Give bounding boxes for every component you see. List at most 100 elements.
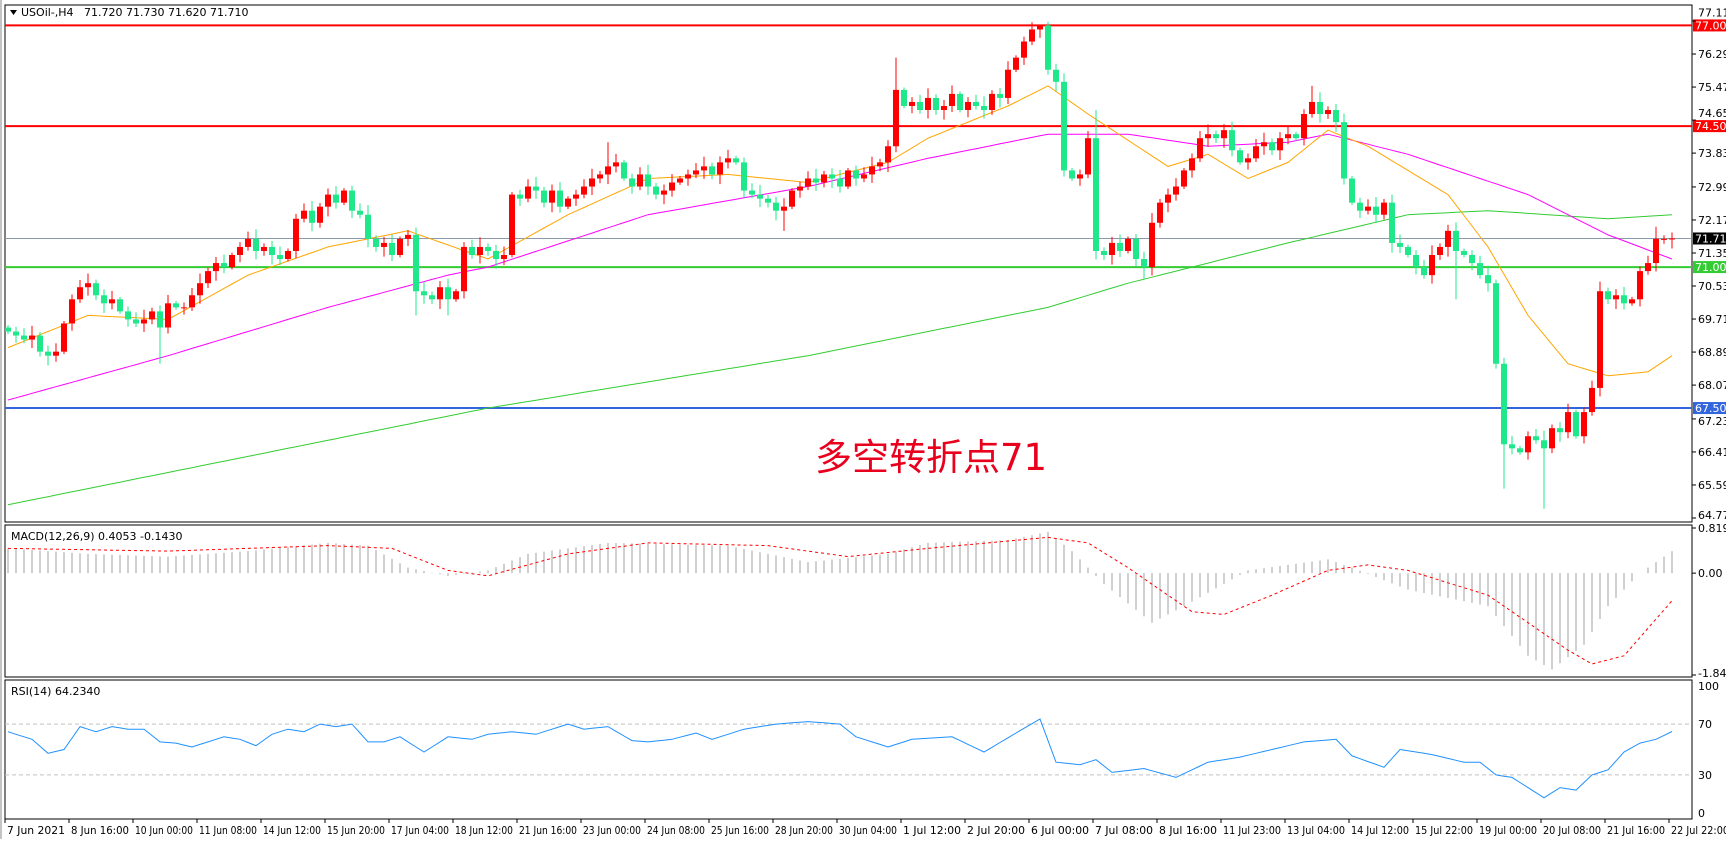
- candle-body: [125, 311, 131, 320]
- candle: [1341, 113, 1347, 185]
- rsi-y-tick-label: 70: [1698, 718, 1712, 731]
- candle: [909, 97, 915, 114]
- x-tick-label: 14 Jul 12:00: [1351, 824, 1409, 837]
- candle-body: [693, 170, 699, 175]
- x-tick-label: 1 Jul 12:00: [903, 824, 961, 837]
- candle: [525, 179, 531, 203]
- candle-body: [469, 246, 475, 256]
- candle: [1541, 430, 1547, 509]
- candle: [1645, 255, 1651, 275]
- candle: [437, 281, 443, 309]
- candle-body: [629, 178, 635, 187]
- candle-body: [1197, 138, 1203, 159]
- rsi-plot: [5, 718, 1692, 799]
- candle: [677, 176, 683, 185]
- candle-body: [1149, 222, 1155, 268]
- candle-body: [1469, 255, 1475, 264]
- candle: [1333, 103, 1339, 132]
- candle-body: [677, 178, 683, 183]
- candle: [781, 198, 787, 231]
- candle-body: [1557, 428, 1563, 433]
- macd-y-tick-label: 0.00: [1698, 567, 1723, 580]
- macd-panel[interactable]: [4, 524, 1693, 678]
- candle: [1237, 147, 1243, 165]
- candle: [461, 242, 467, 299]
- candle-body: [717, 162, 723, 175]
- candle: [269, 240, 275, 265]
- x-tick-label: 11 Jun 08:00: [199, 824, 257, 837]
- candle-body: [1365, 206, 1371, 211]
- candle-body: [1509, 444, 1515, 449]
- x-tick-label: 23 Jun 00:00: [583, 824, 641, 837]
- candle: [341, 188, 347, 206]
- candle-body: [861, 174, 867, 179]
- candle: [861, 167, 867, 183]
- candle: [1141, 251, 1147, 280]
- y-tick-label: 70.530: [1698, 280, 1726, 293]
- candle-body: [1221, 130, 1227, 139]
- main-panel[interactable]: [4, 4, 1693, 523]
- candle-body: [29, 335, 35, 340]
- candle-body: [845, 170, 851, 187]
- candle: [629, 173, 635, 194]
- x-tick-label: 14 Jun 12:00: [263, 824, 321, 837]
- candle: [1261, 132, 1267, 155]
- x-tick-label: 21 Jun 16:00: [519, 824, 577, 837]
- candle-body: [1589, 387, 1595, 413]
- candle-body: [1605, 291, 1611, 300]
- candle: [605, 142, 611, 185]
- candle: [1149, 213, 1155, 276]
- candle-body: [1165, 194, 1171, 203]
- candle-body: [1333, 110, 1339, 123]
- candle-body: [1493, 283, 1499, 364]
- candle: [1573, 409, 1579, 439]
- candle: [837, 170, 843, 193]
- candle: [1213, 130, 1219, 144]
- candle: [1397, 234, 1403, 253]
- candle: [813, 168, 819, 191]
- axes: 77.000 74.500 71.000 67.500 77.110 76.290 75.4…: [4, 6, 1726, 837]
- candle-body: [1101, 250, 1107, 256]
- candle: [1093, 110, 1099, 260]
- candle-body: [565, 198, 571, 207]
- candle: [693, 163, 699, 179]
- candle-body: [197, 283, 203, 296]
- candle-body: [741, 162, 747, 191]
- y-tick-label: 75.470: [1698, 81, 1726, 94]
- candle: [413, 227, 419, 316]
- candle: [1197, 130, 1203, 162]
- candle-body: [1429, 255, 1435, 276]
- candle: [1533, 428, 1539, 444]
- candle: [957, 91, 963, 113]
- candle-body: [133, 319, 139, 324]
- candle-body: [997, 93, 1003, 98]
- candle: [1165, 188, 1171, 213]
- candle: [29, 325, 35, 349]
- candle-body: [1053, 69, 1059, 82]
- candle: [1669, 232, 1675, 249]
- macd-plot: [7, 531, 1673, 670]
- y-tick-label: 68.070: [1698, 379, 1726, 392]
- candle-body: [1453, 230, 1459, 251]
- candle: [1389, 194, 1395, 253]
- candle-body: [917, 101, 923, 111]
- candle: [1373, 197, 1379, 224]
- candle: [1069, 168, 1075, 181]
- rsi-panel[interactable]: [4, 679, 1693, 820]
- candle: [589, 168, 595, 195]
- candle: [317, 203, 323, 228]
- candle: [749, 183, 755, 199]
- candle: [405, 230, 411, 247]
- candle-body: [1045, 25, 1051, 70]
- candle: [45, 345, 51, 366]
- annotation-text: 多空转折点71: [815, 436, 1047, 479]
- candle-body: [253, 238, 259, 251]
- dropdown-triangle-icon[interactable]: [10, 10, 17, 15]
- candle: [357, 203, 363, 219]
- candle: [1581, 407, 1587, 444]
- candle-body: [1349, 178, 1355, 203]
- candle: [933, 94, 939, 115]
- candle-body: [1373, 206, 1379, 215]
- x-tick-label: 11 Jul 23:00: [1223, 824, 1281, 837]
